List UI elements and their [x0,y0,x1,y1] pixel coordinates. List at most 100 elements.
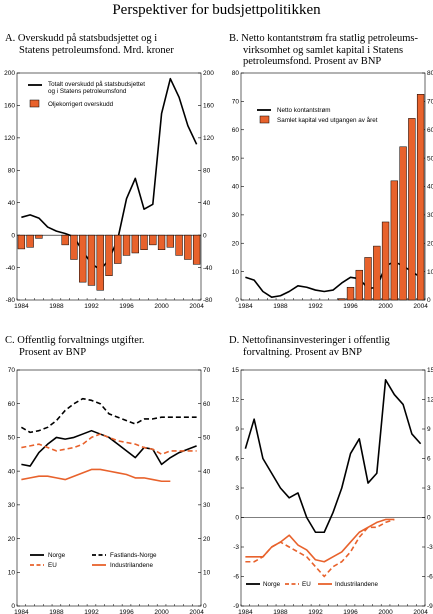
panel-d-ylabel-left-1: 12 [232,397,240,404]
panel-a-bar-2003 [184,234,192,260]
panel-c-ylabel-left-3: 40 [8,468,16,475]
panel-b-ylabel-right-1: 70 [427,99,433,106]
panel-a-ylabel-left-6: -40 [6,265,16,272]
panel-d-xlabel-4: 2000 [378,609,393,614]
panel-c-xlabel-4: 2000 [154,609,169,614]
panel-a-xlabel-3: 1996 [119,303,134,310]
panel-c-ylabel-left-0: 70 [8,367,16,374]
panel-c-title: C. Offentlig forvaltnings utgifter. Pros… [5,335,145,358]
panel-c-ylabel-right-2: 50 [203,435,211,442]
panel-b-ylabel-left-2: 60 [232,127,240,134]
panel-b-xlabel-1: 1988 [273,303,288,310]
panel-c-ylabel-right-4: 30 [203,502,211,509]
panel-d-ylabel-right-7: -6 [427,574,433,581]
panel-d-title-line-2: forvaltning. Prosent av BNP [243,346,362,358]
panel-d-ylabel-left-5: 0 [235,515,239,522]
panel-a-bar-1993 [96,234,104,291]
panel-c-title-line-1: C. Offentlig forvaltnings utgifter. [5,335,145,346]
panel-b-ylabel-left-7: 10 [232,269,240,276]
panel-a-xlabel-5: 2004 [189,303,204,310]
panel-b-bar-2001 [390,180,399,301]
panel-d-ylabel-left-3: 6 [235,456,239,463]
panel-b-title-line-1: B. Netto kontantstrøm fra statlig petrol… [229,33,418,44]
panel-d-frame [240,369,426,607]
panel-a-ylabel-left-2: 120 [4,135,15,142]
panel-b-ylabel-right-4: 40 [427,184,433,191]
panel-a-ylabel-right-6: -40 [203,265,213,272]
panel-b-ylabel-left-8: 0 [235,297,239,304]
panel-d-legend-eu-label: EU [302,581,311,588]
panel-a-ylabel-right-5: 0 [203,232,207,239]
panel-b-ylabel-left-1: 70 [232,99,240,106]
panel-d-series-2-line [245,518,395,563]
panel-b-bar-1995 [338,298,346,301]
panel-b-ylabel-right-5: 30 [427,212,433,219]
panel-c-ylabel-right-1: 60 [203,401,211,408]
panel-d-ylabel-right-4: 3 [427,485,431,492]
panel-d-ylabel-right-6: -3 [427,544,433,551]
panel-c-ylabel-left-1: 60 [8,401,16,408]
panel-b-title: B. Netto kontantstrøm fra statlig petrol… [229,33,418,68]
panel-b-title-line-3: petroleumsfond. Prosent av BNP [243,56,382,67]
panel-d-ylabel-left-6: -3 [233,544,239,551]
panel-c-legend-fastland-label: Fastlands-Norge [110,552,157,559]
panel-c-xlabel-3: 1996 [119,609,134,614]
panel-d-series-1-line [245,518,395,578]
panel-b-ylabel-left-6: 20 [232,240,240,247]
panel-c-ylabel-right-5: 20 [203,536,211,543]
panel-d-xlabel-1: 1988 [273,609,288,614]
panel-c-ylabel-right-7: 0 [203,603,207,610]
panel-a-bar-2004 [192,234,201,265]
panel-d-ylabel-right-8: -9 [427,603,433,610]
panel-b-title-line-2: virksomhet og samlet kapital i Statens [243,44,404,56]
panel-a-ylabel-right-4: 40 [203,200,211,207]
panel-c-ylabel-left-4: 30 [8,502,16,509]
panel-d-series-0-line [244,379,422,534]
panel-c-xlabel-5: 2004 [189,609,204,614]
panel-b-legend-bar-icon [259,115,270,124]
panel-b-xlabel-2: 1992 [308,303,323,310]
panel-c-xlabel-1: 1988 [49,609,64,614]
panel-c-ylabel-right-6: 10 [203,569,211,576]
panel-a-legend-bar-icon [29,99,40,108]
panel-a-xlabel-4: 2000 [154,303,169,310]
panel-d-xlabel-0: 1984 [238,609,253,614]
panel-b-bar-1997 [355,269,363,301]
panel-a-ylabel-right-1: 160 [203,103,214,110]
panel-c-series-3-line [21,468,171,483]
panel-c-ylabel-left-6: 10 [8,569,16,576]
panel-b-legend-bar-label: Samlet kapital ved utgangen av året [277,116,378,124]
panel-a-bar-2002 [175,234,183,256]
panel-a-bar-1985 [26,234,34,248]
panel-c-series-2-line [21,433,197,456]
panel-a-ylabel-left-5: 0 [11,232,15,239]
panel-a-xlabel-0: 1984 [14,303,29,310]
panel-a-bar-1984 [17,234,26,250]
panel-a-ylabel-right-0: 200 [203,70,214,77]
panel-c-xlabel-0: 1984 [14,609,29,614]
panel-b-ylabel-left-4: 40 [232,184,240,191]
panel-b-xlabel-3: 1996 [343,303,358,310]
panel-c-xlabel-2: 1992 [84,609,99,614]
panel-d-ylabel-left-2: 9 [235,426,239,433]
panel-a-title-line-2: Statens petroleumsfond. Mrd. kroner [19,44,174,56]
panel-a-legend-bar-label: Oljekorrigert overskudd [48,101,114,108]
panel-d-ylabel-left-0: 15 [232,367,240,374]
panel-d-ylabel-left-4: 3 [235,485,239,492]
page-title: Perspektiver for budsjettpolitikken [112,2,321,18]
panel-b-ylabel-left-0: 80 [232,70,240,77]
panel-d-ylabel-right-1: 12 [427,397,433,404]
panel-d-ylabel-left-8: -9 [233,603,239,610]
panel-d-title-line-1: D. Nettofinansinvesteringer i offentlig [229,335,390,346]
panel-b-ylabel-right-6: 20 [427,240,433,247]
panel-d-ylabel-right-2: 9 [427,426,431,433]
panel-d-xlabel-3: 1996 [343,609,358,614]
panel-a-ylabel-right-3: 80 [203,167,211,174]
panel-b-bar-2000 [381,221,390,301]
panel-c-title-line-2: Prosent av BNP [19,346,87,358]
panel-d-legend-industri-label: Industrilandene [335,581,379,588]
panel-c-ylabel-right-3: 40 [203,468,211,475]
panel-d-xlabel-2: 1992 [308,609,323,614]
panel-c-frame [16,369,202,607]
